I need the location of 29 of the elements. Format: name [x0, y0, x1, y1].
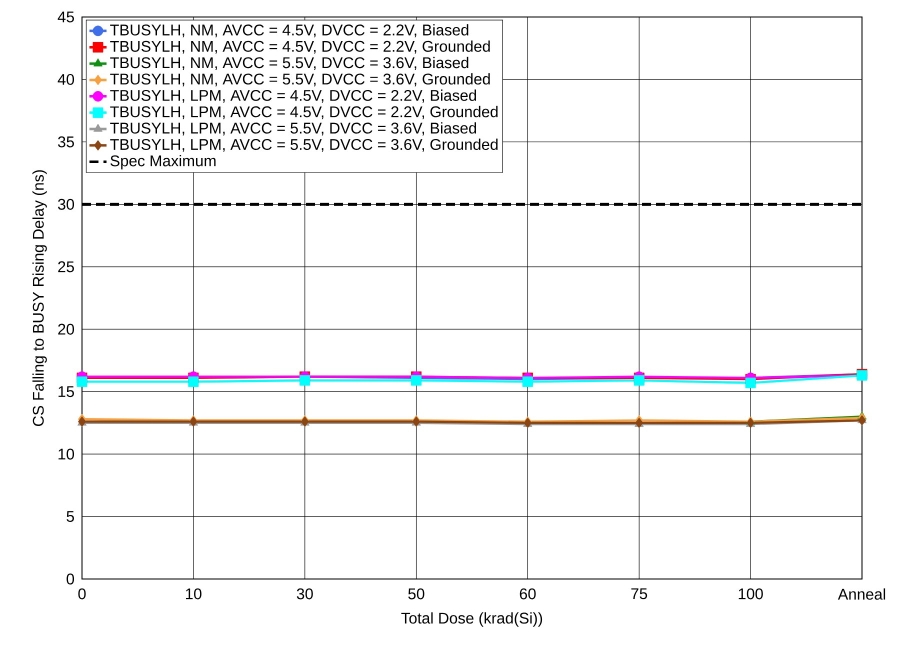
x-tick-label: 75	[631, 588, 648, 600]
y-axis-title: CS Falling to BUSY Rising Delay (ns)	[32, 170, 47, 426]
y-tick-label: 15	[58, 386, 74, 398]
y-tick-label: 5	[66, 511, 74, 522]
x-tick-label: 30	[296, 588, 313, 600]
legend-label: Spec Maximum	[110, 154, 216, 170]
x-tick-label: 0	[78, 588, 86, 600]
y-tick-label: 0	[66, 574, 74, 584]
y-tick-label: 10	[58, 448, 74, 460]
legend-label: TBUSYLH, NM, AVCC = 4.5V, DVCC = 2.2V, Biased	[110, 24, 468, 38]
y-tick-label: 45	[58, 12, 74, 22]
x-axis-title: Total Dose (krad(Si))	[401, 612, 542, 627]
legend-label: TBUSYLH, LPM, AVCC = 5.5V, DVCC = 3.6V, Grounded	[110, 138, 498, 152]
x-tick-label: 100	[738, 588, 763, 600]
y-tick-label: 25	[58, 261, 74, 272]
y-tick-label: 40	[58, 74, 74, 85]
y-tick-label: 20	[58, 324, 74, 335]
legend-label: TBUSYLH, NM, AVCC = 5.5V, DVCC = 3.6V, Biased	[110, 56, 468, 70]
legend-label: TBUSYLH, NM, AVCC = 4.5V, DVCC = 2.2V, Grounded	[110, 40, 490, 54]
legend-label: TBUSYLH, LPM, AVCC = 4.5V, DVCC = 2.2V, Grounded	[110, 106, 498, 120]
x-tick-label: 10	[186, 588, 202, 600]
x-tick-label: 60	[520, 588, 536, 600]
y-tick-label: 30	[58, 198, 74, 210]
y-tick-label: 35	[58, 136, 74, 148]
legend-label: TBUSYLH, LPM, AVCC = 5.5V, DVCC = 3.6V, Biased	[110, 122, 476, 136]
legend-label: TBUSYLH, LPM, AVCC = 4.5V, DVCC = 2.2V, Biased	[110, 90, 476, 103]
legend-label: TBUSYLH, NM, AVCC = 5.5V, DVCC = 3.6V, Grounded	[110, 73, 490, 86]
x-tick-label: Anneal	[838, 588, 886, 600]
x-tick-label: 50	[408, 588, 424, 600]
